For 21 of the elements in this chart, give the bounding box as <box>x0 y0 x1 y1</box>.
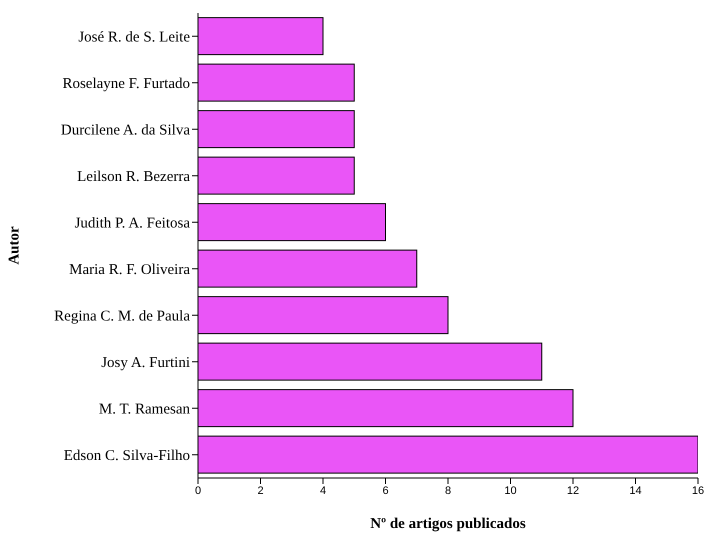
y-tick-label: Durcilene A. da Silva <box>60 122 190 139</box>
y-tick-label: José R. de S. Leite <box>78 30 190 46</box>
y-tick-label: Edson C. Silva-Filho <box>64 448 190 464</box>
x-tick-label: 8 <box>444 484 452 497</box>
y-tick-label: Leilson R. Bezerra <box>77 169 190 186</box>
x-tick-label: 14 <box>629 484 642 497</box>
y-axis-title: Autor <box>6 226 22 265</box>
y-tick-label: Maria R. F. Oliveira <box>69 262 190 278</box>
x-tick-label: 2 <box>257 484 264 497</box>
y-tick-label: Josy A. Furtini <box>101 355 190 372</box>
y-tick-label: M. T. Ramesan <box>98 402 190 418</box>
x-tick-label: 0 <box>194 484 202 497</box>
y-tick-label: Judith P. A. Feitosa <box>74 216 190 232</box>
x-tick-label: 4 <box>320 484 326 497</box>
x-tick-label: 16 <box>692 484 704 497</box>
x-tick-label: 12 <box>566 484 580 497</box>
x-axis-title: Nº de artigos publicados <box>370 516 526 532</box>
y-tick-label: Regina C. M. de Paula <box>54 308 190 325</box>
x-tick-label: 10 <box>504 484 517 497</box>
x-tick-label: 6 <box>382 484 389 497</box>
y-tick-label: Roselayne F. Furtado <box>62 76 190 92</box>
